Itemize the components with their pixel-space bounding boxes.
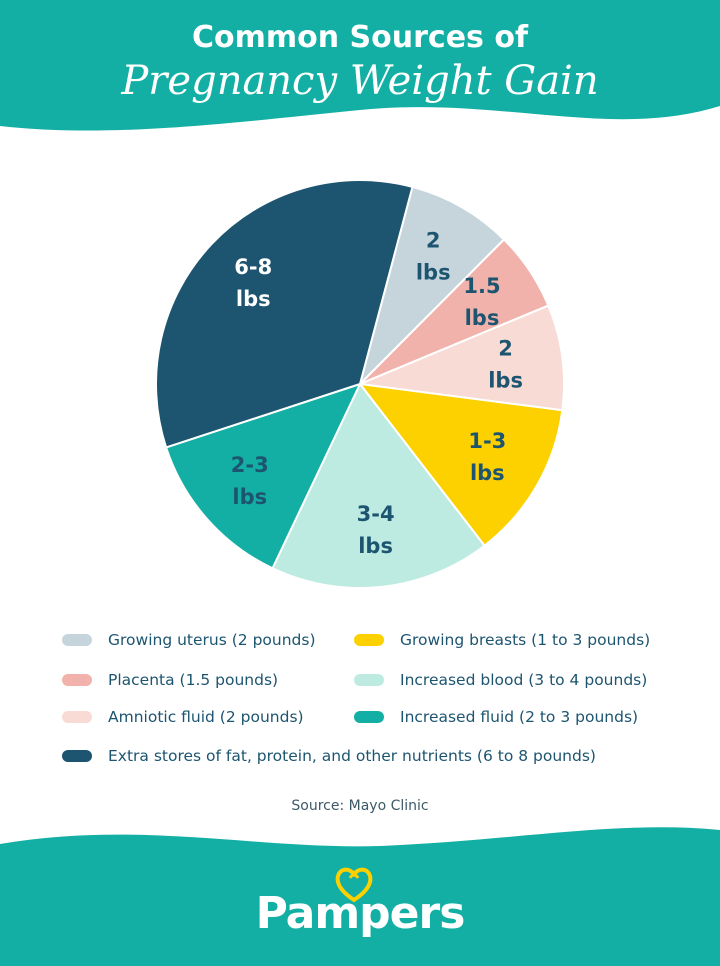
legend-swatch bbox=[62, 634, 92, 646]
pampers-heart-icon bbox=[335, 867, 373, 903]
pie-slice-label-6: 6-8 lbs bbox=[234, 255, 272, 311]
legend-swatch bbox=[62, 674, 92, 686]
legend-label: Extra stores of fat, protein, and other … bbox=[108, 747, 596, 765]
legend-item-extra-stores: Extra stores of fat, protein, and other … bbox=[62, 744, 596, 768]
legend-swatch bbox=[62, 750, 92, 762]
pie-slice-3 bbox=[357, 382, 564, 548]
pie-slice-label-4: 3-4 lbs bbox=[357, 502, 395, 558]
legend-label: Amniotic fluid (2 pounds) bbox=[108, 708, 304, 726]
legend-label: Growing breasts (1 to 3 pounds) bbox=[400, 631, 651, 649]
pie-slice-label-0: 2 lbs bbox=[416, 229, 451, 285]
brand-logo: Pampers bbox=[255, 888, 466, 939]
pie-slice-6 bbox=[155, 179, 414, 449]
pie-slice-2 bbox=[356, 304, 565, 412]
legend-swatch bbox=[354, 674, 384, 686]
legend-item-increased-blood: Increased blood (3 to 4 pounds) bbox=[354, 668, 647, 692]
page-title-line2: Pregnancy Weight Gain bbox=[121, 58, 599, 104]
pie-slice-0 bbox=[358, 185, 506, 388]
pie-slice-4 bbox=[271, 382, 486, 589]
pie-slice-label-5: 2-3 lbs bbox=[231, 453, 269, 509]
header-background bbox=[0, 0, 720, 131]
pie-chart: 2 lbs 1.5 lbs 2 lbs 1-3 lbs 3-4 lbs 2-3 lbs 6-8 lbs bbox=[155, 179, 565, 589]
pie-slice-5 bbox=[164, 382, 362, 570]
legend-swatch bbox=[62, 711, 92, 723]
legend-item-placenta: Placenta (1.5 pounds) bbox=[62, 668, 278, 692]
legend-item-increased-fluid: Increased fluid (2 to 3 pounds) bbox=[354, 705, 638, 729]
pie-slice-label-2: 2 lbs bbox=[488, 337, 523, 393]
legend-label: Increased blood (3 to 4 pounds) bbox=[400, 671, 648, 689]
pie-slice-label-3: 1-3 lbs bbox=[468, 429, 506, 485]
legend-swatch bbox=[354, 634, 384, 646]
legend-item-growing-uterus: Growing uterus (2 pounds) bbox=[62, 628, 316, 652]
pie-slice-label-1: 1.5 lbs bbox=[463, 274, 500, 330]
page-title-line1: Common Sources of bbox=[191, 20, 529, 55]
legend-label: Placenta (1.5 pounds) bbox=[108, 671, 279, 689]
legend-item-growing-breasts: Growing breasts (1 to 3 pounds) bbox=[354, 628, 650, 652]
legend-label: Growing uterus (2 pounds) bbox=[108, 631, 316, 649]
source-note: Source: Mayo Clinic bbox=[291, 798, 429, 814]
legend-label: Increased fluid (2 to 3 pounds) bbox=[400, 708, 639, 726]
legend-item-amniotic-fluid: Amniotic fluid (2 pounds) bbox=[62, 705, 304, 729]
legend-swatch bbox=[354, 711, 384, 723]
